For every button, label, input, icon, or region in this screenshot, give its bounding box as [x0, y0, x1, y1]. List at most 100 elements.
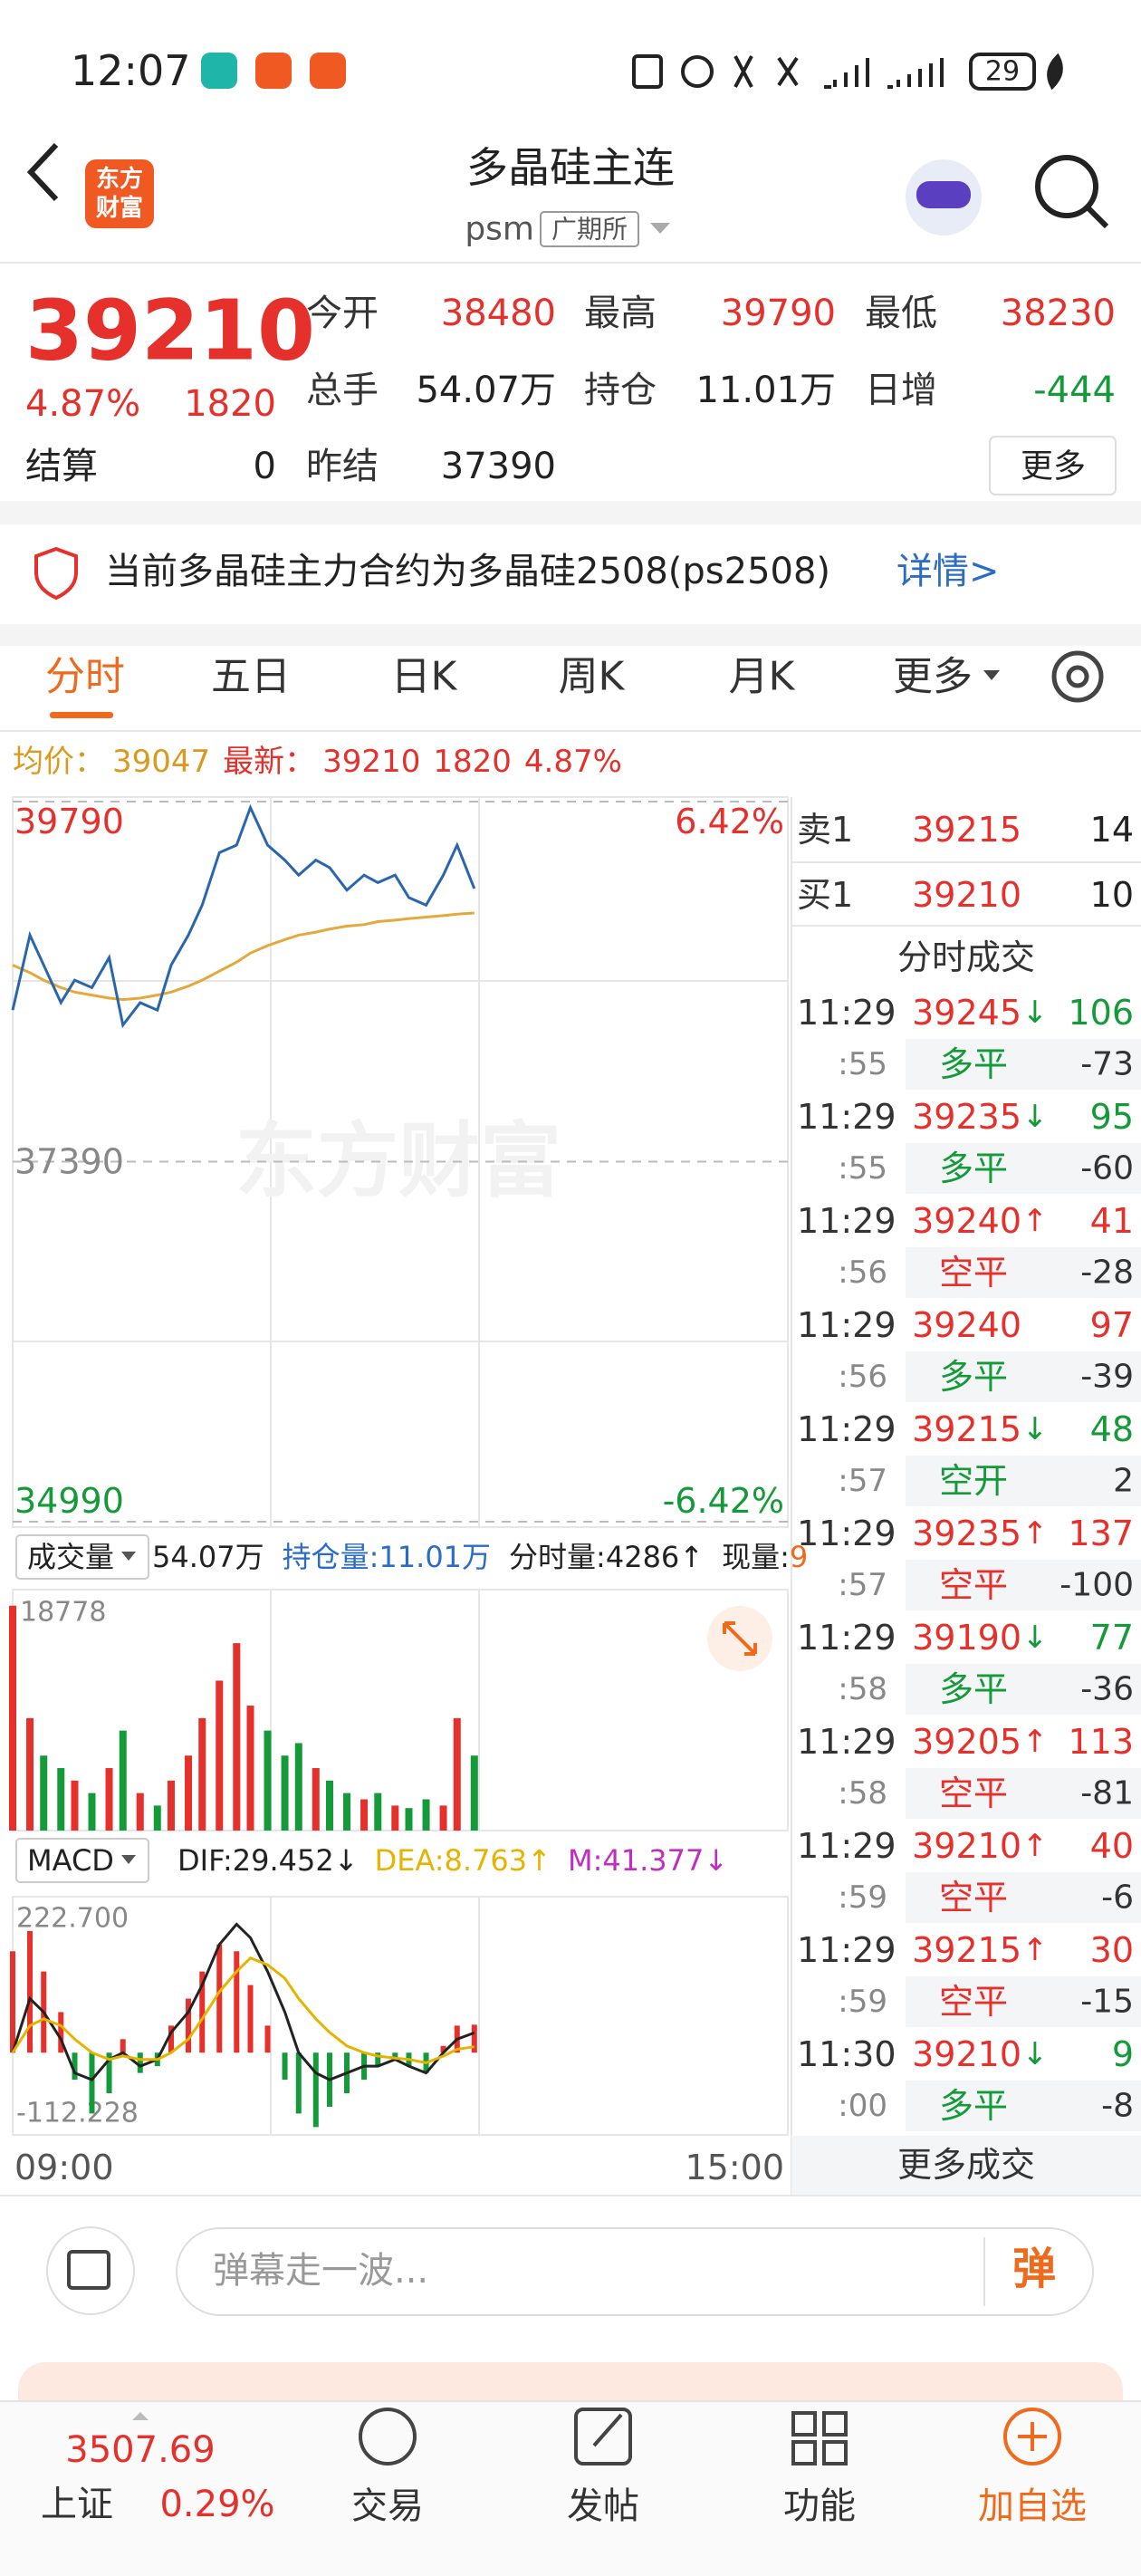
trade-oi: -73 — [1080, 1046, 1134, 1083]
trade-sec: :55 — [838, 1046, 887, 1082]
y-tick-label: 34990 — [14, 1481, 124, 1521]
trade-oi: -100 — [1060, 1567, 1134, 1604]
tab[interactable]: 日K — [391, 654, 458, 700]
separator — [0, 624, 1141, 646]
y-tick-label: 18778 — [20, 1597, 106, 1629]
y-tick-label: 222.700 — [16, 1903, 129, 1935]
more-label[interactable]: 更多 — [1021, 448, 1086, 485]
trade-arrow: ↑ — [1022, 1828, 1049, 1864]
tab[interactable]: 分时 — [45, 654, 125, 700]
dropdown-arrow — [650, 223, 670, 234]
nav-item[interactable]: 功能 — [783, 2485, 856, 2527]
field-value: -444 — [1033, 370, 1116, 411]
expand-icon — [723, 1621, 757, 1656]
change: 1820 — [184, 383, 276, 425]
back-button[interactable] — [26, 142, 59, 202]
danmaku-send[interactable]: 弹 — [1012, 2244, 1056, 2294]
macd-bar — [234, 1951, 240, 2053]
stat-value: 11.01万 — [379, 1540, 491, 1574]
macd-bar — [168, 2025, 175, 2053]
trade-arrow: ↑ — [1022, 1932, 1049, 1968]
trade-row-bg — [906, 1768, 1141, 1819]
indicator-value: 8.763 — [445, 1843, 528, 1878]
search-button[interactable] — [1035, 155, 1109, 229]
trade-sec: :00 — [838, 2088, 887, 2124]
logo-text: 财富 — [96, 194, 143, 222]
macd-bar — [120, 2039, 126, 2053]
last-price: 39210 — [25, 283, 315, 380]
last-price: 39210 — [322, 744, 420, 780]
change-pct: 4.87% — [524, 744, 622, 780]
indicator-arrow: ↑ — [527, 1843, 551, 1878]
indicator-value: 29.452 — [233, 1843, 334, 1878]
notice-text: 当前多晶硅主力合约为多晶硅2508(ps2508) — [105, 551, 830, 592]
volume-bar — [246, 1706, 254, 1831]
field-value: 39790 — [721, 293, 836, 334]
trade-vol: 137 — [1068, 1514, 1134, 1553]
book-side: 卖1 — [797, 810, 853, 850]
index-value[interactable]: 3507.69 — [65, 2429, 215, 2471]
macd-bar — [106, 2052, 112, 2094]
macd-bar — [199, 1971, 206, 2053]
tab[interactable]: 五日 — [211, 654, 291, 700]
trade-time: 11:29 — [797, 1201, 896, 1241]
tab[interactable]: 周K — [559, 654, 626, 700]
nav-item[interactable]: 加自选 — [978, 2485, 1087, 2527]
more-button[interactable] — [989, 436, 1117, 495]
exchange: 广期所 — [551, 215, 628, 245]
trade-type: 空平 — [939, 1982, 1008, 2022]
legend-label: 最新： — [223, 744, 315, 780]
trade-sec: :55 — [838, 1150, 887, 1187]
trade-arrow: ↑ — [1022, 1515, 1049, 1552]
trade-oi: -81 — [1080, 1775, 1134, 1812]
volume-bar — [136, 1793, 144, 1831]
more-trades-button[interactable] — [791, 2136, 1141, 2196]
notice-link[interactable]: 详情> — [896, 551, 1000, 592]
macd-bar — [375, 2052, 381, 2067]
trade-oi: -28 — [1080, 1254, 1134, 1292]
watermark: 东方财富 — [235, 1114, 561, 1209]
tab[interactable]: 更多 — [893, 654, 973, 700]
clock: 12:07 — [71, 46, 191, 95]
nav-item[interactable]: 发帖 — [567, 2485, 639, 2527]
index-arrow — [132, 2412, 149, 2420]
trade-type: 空开 — [939, 1461, 1008, 1501]
volume-bar — [88, 1793, 96, 1831]
trade-vol: 97 — [1090, 1305, 1134, 1345]
field-value: 38230 — [1001, 293, 1116, 334]
tab[interactable]: 月K — [729, 654, 796, 700]
macd-selector[interactable] — [15, 1838, 149, 1883]
volume-selector[interactable] — [15, 1534, 149, 1580]
more-trades[interactable]: 更多成交 — [897, 2145, 1035, 2185]
volume-bar — [233, 1643, 241, 1831]
macd-bar — [295, 2052, 302, 2114]
trade-time: 11:29 — [797, 1722, 896, 1762]
indicator-name: DIF: — [177, 1843, 233, 1878]
trade-type: 空平 — [939, 1878, 1008, 1918]
comment-input[interactable] — [176, 2227, 1094, 2316]
selector-arrow — [121, 1552, 136, 1561]
indicator-value: 41.377 — [602, 1843, 704, 1878]
nav-item[interactable]: 交易 — [351, 2485, 424, 2527]
settings-button[interactable] — [1051, 650, 1104, 703]
trade-time: 11:29 — [797, 1409, 896, 1449]
macd-bar — [137, 2052, 143, 2073]
trade-oi: -60 — [1080, 1150, 1134, 1187]
trade-row-bg — [906, 1560, 1141, 1610]
page-title: 多晶硅主连 — [466, 143, 675, 192]
danmaku-toggle[interactable] — [46, 2226, 135, 2315]
trade-sec: :56 — [838, 1359, 887, 1395]
book-side: 买1 — [797, 875, 853, 915]
trade-price: 39235 — [912, 1514, 1021, 1553]
y-tick-label: 39790 — [14, 802, 124, 841]
app-logo — [85, 159, 154, 228]
macd-bar — [58, 2012, 64, 2053]
stat-label: 持仓量: — [283, 1540, 379, 1574]
volume-bar — [312, 1768, 320, 1831]
notice-icon — [34, 546, 78, 601]
macd-bar — [312, 2052, 319, 2128]
y-tick-label: -112.228 — [16, 2098, 139, 2129]
status-icons — [201, 53, 1063, 91]
volume-bar — [470, 1755, 478, 1831]
